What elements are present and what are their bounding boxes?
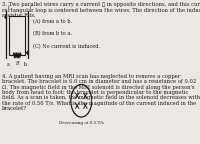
Text: $I$: $I$	[29, 3, 32, 11]
Text: $I$: $I$	[7, 3, 10, 11]
Text: b: b	[24, 62, 27, 67]
Text: Ω. The magnetic field in the MRI solenoid is directed along the person's: Ω. The magnetic field in the MRI solenoi…	[2, 85, 194, 90]
Text: a: a	[7, 62, 10, 67]
Text: Decreasing at 0.5 T/s: Decreasing at 0.5 T/s	[59, 121, 104, 125]
Text: R: R	[15, 61, 19, 66]
Text: (A) from a to b.: (A) from a to b.	[33, 19, 73, 24]
Text: field. As a scan is taken, the magnetic field in the solenoid decreases with: field. As a scan is taken, the magnetic …	[2, 95, 200, 100]
Text: (C) No current is induced.: (C) No current is induced.	[33, 44, 101, 49]
Text: bracelet?: bracelet?	[2, 106, 27, 111]
Text: 3. Two parallel wires carry a current ℓ in opposite directions, and this current: 3. Two parallel wires carry a current ℓ …	[2, 2, 200, 7]
Text: 4. A patient having an MRI scan has neglected to remove a copper: 4. A patient having an MRI scan has negl…	[2, 74, 180, 79]
Text: rectangular loop is centered between the wires. The direction of the induced cur: rectangular loop is centered between the…	[2, 8, 200, 13]
Text: bracelet. The bracelet is 6.0 cm in diameter and has a resistance of 0.02: bracelet. The bracelet is 6.0 cm in diam…	[2, 79, 196, 84]
Text: body from head to foot; the bracelet is perpendicular to the magnetic: body from head to foot; the bracelet is …	[2, 90, 188, 95]
Text: the rate of 0.50 T/s. What is the magnitude of the current induced in the: the rate of 0.50 T/s. What is the magnit…	[2, 101, 196, 106]
Text: (B) from b to a.: (B) from b to a.	[33, 31, 73, 36]
Text: resistor R is,: resistor R is,	[2, 13, 35, 18]
